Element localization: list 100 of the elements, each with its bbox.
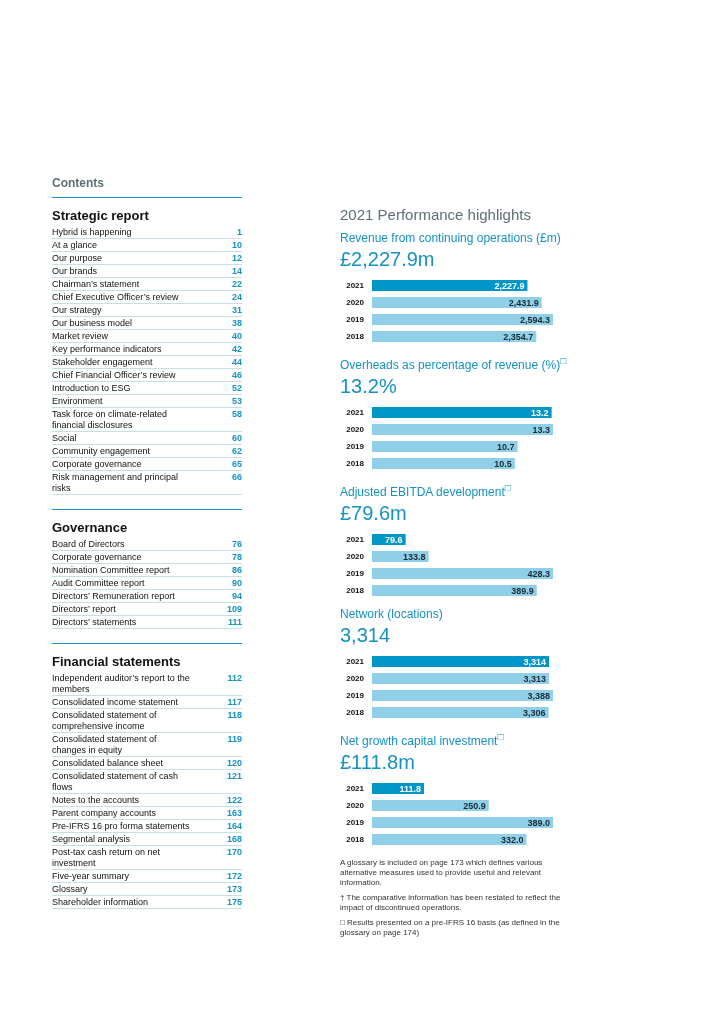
category-label: Introduction to ESG <box>52 383 132 394</box>
chart-subtitle: £79.6m <box>340 501 407 524</box>
category-label: Environment <box>52 396 104 407</box>
y-tick-label: 2019 <box>346 315 365 325</box>
data-label: 168 <box>226 834 242 845</box>
y-tick-label: 2021 <box>346 535 365 545</box>
data-label: 94 <box>231 591 242 602</box>
data-label: 109 <box>226 604 242 615</box>
category-label: Glossary <box>52 884 89 895</box>
data-label: 3,313 <box>523 673 546 684</box>
category-label: Audit Committee report <box>52 578 146 589</box>
category-label: Stakeholder engagement <box>52 357 154 368</box>
chart-subtitle: 13.2% <box>340 374 397 397</box>
data-label: 389.9 <box>511 585 534 596</box>
category-label: Consolidated statement of cash flows <box>52 771 180 793</box>
bar <box>372 457 515 469</box>
y-tick-label: 2018 <box>346 835 365 845</box>
category-label: Parent company accounts <box>52 808 158 819</box>
category-label: Pre-IFRS 16 pro forma statements <box>52 821 191 832</box>
category-label: Directors’ report <box>52 604 117 615</box>
data-label: 3,314 <box>523 656 547 667</box>
y-tick-label: 2018 <box>346 459 365 469</box>
chart-subtitle: 3,314 <box>340 623 391 646</box>
y-tick-label: 2021 <box>346 281 365 291</box>
data-label: 86 <box>231 565 242 576</box>
category-label: Community engagement <box>52 446 152 457</box>
bar <box>372 567 553 579</box>
data-label: 170 <box>226 847 242 859</box>
data-label: 53 <box>231 396 242 407</box>
category-label: Notes to the accounts <box>52 795 141 806</box>
data-label: 13.2 <box>531 407 549 418</box>
y-tick-label: 2021 <box>346 784 365 794</box>
data-label: 133.8 <box>403 551 426 562</box>
data-label: 3,388 <box>527 690 550 701</box>
category-label: Hybrid is happening <box>52 227 133 238</box>
data-label: 31 <box>231 305 242 316</box>
y-tick-label: 2020 <box>346 801 365 811</box>
y-tick-label: 2018 <box>346 332 365 342</box>
bar <box>372 313 553 325</box>
category-label: Directors’ Remuneration report <box>52 591 176 602</box>
data-label: 58 <box>231 409 242 421</box>
data-label: 60 <box>231 433 242 444</box>
chart-title: Net growth capital investment$^{□}$ <box>340 730 504 748</box>
y-tick-label: 2020 <box>346 552 365 562</box>
data-label: 117 <box>227 697 242 708</box>
data-label: 118 <box>227 710 242 722</box>
data-label: 164 <box>226 821 242 832</box>
chart-subtitle: £111.8m <box>340 750 415 773</box>
data-label: 52 <box>231 383 242 394</box>
data-label: 14 <box>231 266 242 277</box>
data-label: 2,227.9 <box>494 280 525 291</box>
chart-title: Adjusted EBITDA development$^{□}$ <box>340 481 511 499</box>
y-tick-label: 2018 <box>346 586 365 596</box>
data-label: 2,354.7 <box>503 331 534 342</box>
chart-title: Overheads as percentage of revenue (%)$^{□}$ <box>340 354 567 372</box>
data-label: 78 <box>231 552 242 563</box>
data-label: 62 <box>231 446 242 457</box>
data-label: 122 <box>226 795 242 806</box>
category-label: Corporate governance <box>52 552 143 563</box>
category-label: Risk management and principal risks <box>52 472 180 494</box>
text: Strategic report <box>52 208 149 223</box>
data-label: 66 <box>231 472 242 484</box>
y-tick-label: 2020 <box>346 674 365 684</box>
text: □ Results presented on a pre-IFRS 16 basis (as defined in the glossary on page 174) <box>340 917 560 937</box>
category-label: Independent auditor’s report to the members <box>52 673 191 695</box>
data-label: 111 <box>227 617 242 628</box>
category-label: Five-year summary <box>52 871 130 882</box>
data-label: 40 <box>231 331 242 342</box>
chart-subtitle: £2,227.9m <box>340 247 435 270</box>
y-tick-label: 2020 <box>346 425 365 435</box>
y-tick-label: 2019 <box>346 569 365 579</box>
data-label: 12 <box>231 253 242 264</box>
bar <box>372 279 528 291</box>
data-label: 250.9 <box>463 800 486 811</box>
data-label: 119 <box>227 734 242 746</box>
bar <box>372 833 527 845</box>
data-label: 46 <box>231 370 242 381</box>
y-tick-label: 2021 <box>346 408 365 418</box>
category-label: Shareholder information <box>52 897 150 908</box>
data-label: 120 <box>226 758 242 769</box>
category-label: Chief Financial Officer’s review <box>52 370 177 381</box>
data-label: 173 <box>226 884 242 895</box>
data-label: 332.0 <box>500 834 524 845</box>
y-tick-label: 2018 <box>346 708 365 718</box>
bar <box>372 584 537 596</box>
category-label: Consolidated statement of changes in equity <box>52 734 158 756</box>
data-label: 38 <box>231 318 242 329</box>
data-label: 112 <box>227 673 242 685</box>
category-label: Task force on climate-related financial disclosures <box>52 409 169 431</box>
y-tick-label: 2019 <box>346 442 365 452</box>
text: A glossary is included on page 173 which defines various alternative measures used to provide useful and relevant information. <box>340 857 543 887</box>
data-label: 389.0 <box>527 817 550 828</box>
data-label: 111.8 <box>399 783 422 794</box>
category-label: Key performance indicators <box>52 344 163 355</box>
data-label: 175 <box>226 897 242 908</box>
data-label: 2,431.9 <box>508 297 539 308</box>
data-label: 13.3 <box>532 424 550 435</box>
category-label: Corporate governance <box>52 459 143 470</box>
data-label: 44 <box>231 357 242 368</box>
bar <box>372 799 489 811</box>
